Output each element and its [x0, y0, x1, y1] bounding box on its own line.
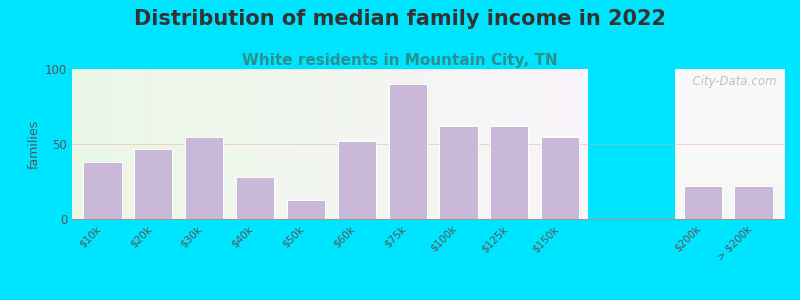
- Bar: [734, 186, 773, 219]
- Bar: [185, 136, 223, 219]
- Bar: [490, 126, 529, 219]
- Bar: [83, 162, 122, 219]
- Bar: [134, 148, 173, 219]
- Bar: [541, 136, 579, 219]
- Bar: [683, 186, 722, 219]
- Bar: [287, 200, 325, 219]
- Bar: [439, 126, 478, 219]
- Bar: [588, 69, 674, 219]
- Bar: [338, 141, 376, 219]
- Text: Distribution of median family income in 2022: Distribution of median family income in …: [134, 9, 666, 29]
- Bar: [389, 84, 426, 219]
- Text: City-Data.com: City-Data.com: [686, 75, 777, 88]
- Y-axis label: families: families: [28, 119, 41, 169]
- Bar: [236, 177, 274, 219]
- Text: White residents in Mountain City, TN: White residents in Mountain City, TN: [242, 52, 558, 68]
